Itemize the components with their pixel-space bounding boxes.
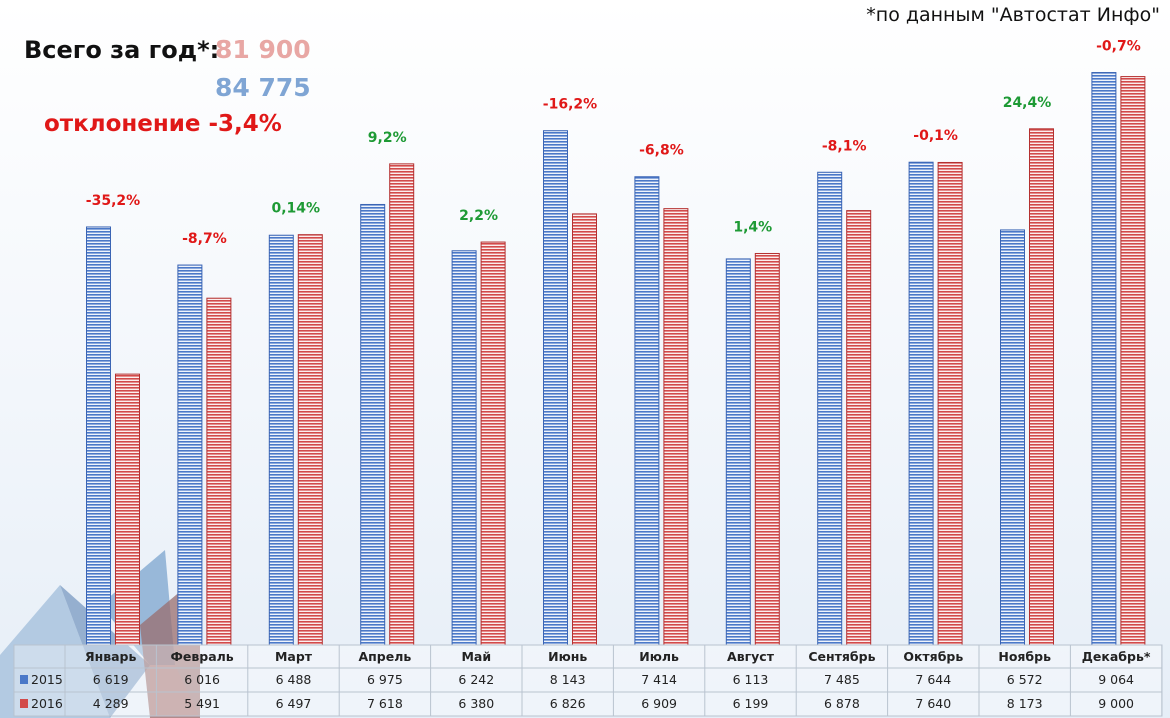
- value-2015-6: 7 414: [641, 672, 677, 687]
- bar-2015-4: [451, 250, 477, 646]
- value-2015-9: 7 644: [915, 672, 951, 687]
- bar-2015-0: [86, 226, 111, 646]
- deviation-label: отклонение -3,4%: [44, 111, 282, 137]
- change-label-7: 1,4%: [733, 219, 772, 235]
- value-2016-7: 6 199: [733, 696, 769, 711]
- bar-2016-8: [846, 210, 872, 646]
- value-2015-3: 6 975: [367, 672, 403, 687]
- value-2016-4: 6 380: [458, 696, 494, 711]
- source-note: *по данным "Автостат Инфо": [866, 4, 1160, 26]
- bar-2016-4: [480, 241, 506, 646]
- change-label-1: -8,7%: [182, 231, 227, 247]
- value-2015-2: 6 488: [276, 672, 312, 687]
- bar-2015-9: [908, 161, 934, 646]
- value-2015-0: 6 619: [93, 672, 129, 687]
- bar-2015-11: [1091, 72, 1117, 646]
- change-label-6: -6,8%: [639, 143, 684, 159]
- value-2016-2: 6 497: [276, 696, 312, 711]
- year-total-2015: 84 775: [215, 73, 311, 102]
- bar-2016-11: [1120, 76, 1146, 646]
- category-label-7: Август: [727, 649, 775, 664]
- value-2016-6: 6 909: [641, 696, 677, 711]
- bar-2016-6: [663, 208, 689, 646]
- category-label-10: Ноябрь: [998, 649, 1051, 664]
- bar-2015-8: [817, 171, 843, 646]
- bar-2015-2: [268, 234, 294, 646]
- legend-label-2015: 2015: [31, 672, 63, 687]
- bar-2016-3: [389, 163, 415, 646]
- bar-2016-1: [206, 297, 232, 646]
- bar-2015-10: [1000, 229, 1025, 646]
- bar-2016-7: [754, 252, 780, 646]
- value-2015-10: 6 572: [1007, 672, 1043, 687]
- value-2015-7: 6 113: [733, 672, 769, 687]
- value-2015-5: 8 143: [550, 672, 586, 687]
- category-label-2: Март: [275, 649, 313, 664]
- value-2015-1: 6 016: [184, 672, 220, 687]
- value-2016-1: 5 491: [184, 696, 220, 711]
- year-total-2016: 81 900: [215, 35, 311, 64]
- bar-2015-3: [360, 203, 386, 646]
- change-label-9: -0,1%: [913, 128, 958, 144]
- bar-2015-6: [634, 176, 660, 646]
- category-label-1: Февраль: [170, 649, 233, 664]
- category-label-0: Январь: [85, 649, 137, 664]
- value-2016-8: 6 878: [824, 696, 860, 711]
- category-label-8: Сентябрь: [808, 649, 875, 664]
- bars-group: [86, 72, 1146, 646]
- value-2015-4: 6 242: [458, 672, 494, 687]
- change-label-0: -35,2%: [86, 193, 140, 209]
- year-total-label: Всего за год*:: [24, 36, 220, 64]
- value-2016-11: 9 000: [1098, 696, 1134, 711]
- bar-2016-9: [937, 161, 963, 646]
- bar-2016-10: [1029, 128, 1054, 646]
- category-label-5: Июнь: [548, 649, 587, 664]
- change-label-10: 24,4%: [1003, 95, 1052, 111]
- legend-swatch-2016: [20, 699, 28, 708]
- category-label-6: Июль: [639, 649, 679, 664]
- value-2016-0: 4 289: [93, 696, 129, 711]
- change-labels-group: -35,2% -8,7% 0,14% 9,2% 2,2% -16,2% -6,8% 1,4% -…: [86, 39, 1141, 248]
- data-table: Январь 6 619 4 289 Февраль 6 016 5 491 Март 6 4…: [13, 644, 1163, 717]
- bar-2016-0: [115, 373, 140, 646]
- category-label-3: Апрель: [359, 649, 412, 664]
- value-2015-8: 7 485: [824, 672, 860, 687]
- value-2016-5: 6 826: [550, 696, 586, 711]
- change-label-11: -0,7%: [1096, 39, 1141, 55]
- change-label-4: 2,2%: [459, 208, 498, 224]
- category-label-4: Май: [461, 649, 491, 664]
- bar-2016-2: [297, 234, 323, 646]
- legend-swatch-2015: [20, 675, 28, 684]
- change-label-5: -16,2%: [543, 97, 597, 113]
- value-2016-10: 8 173: [1007, 696, 1043, 711]
- change-label-2: 0,14%: [272, 201, 321, 217]
- value-2015-11: 9 064: [1098, 672, 1134, 687]
- category-label-9: Октябрь: [903, 649, 963, 664]
- category-label-11: Декабрь*: [1082, 649, 1151, 664]
- change-label-3: 9,2%: [368, 130, 407, 146]
- bar-2016-5: [572, 213, 597, 646]
- value-2016-9: 7 640: [915, 696, 951, 711]
- change-label-8: -8,1%: [822, 138, 867, 154]
- bar-2015-7: [725, 258, 751, 646]
- legend-label-2016: 2016: [31, 696, 63, 711]
- bar-2015-5: [543, 130, 568, 646]
- bar-2015-1: [177, 264, 203, 646]
- value-2016-3: 7 618: [367, 696, 403, 711]
